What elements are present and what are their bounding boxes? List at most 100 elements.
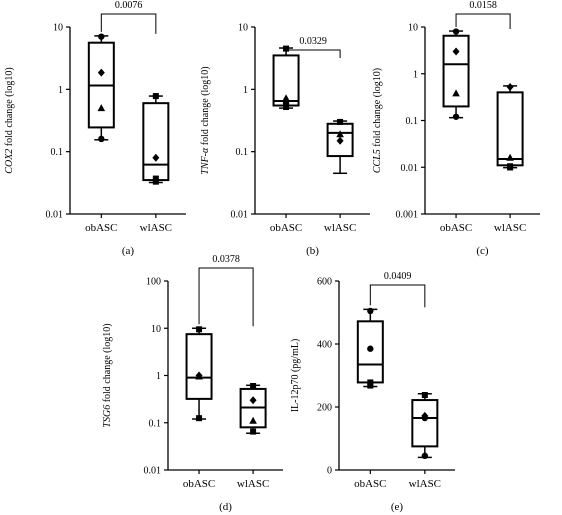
y-axis-label-text: IL-12p70 (pg/mL) <box>290 339 301 413</box>
data-point-square <box>152 178 159 185</box>
x-category-label: obASC <box>183 478 215 490</box>
y-axis-label: CCL5 fold change (log10) <box>372 68 383 173</box>
box-iqr <box>185 333 213 400</box>
y-tick-label: 0.001 <box>396 210 419 221</box>
y-axis-label-gene: TSG6 <box>102 405 113 428</box>
data-point-triangle <box>282 94 290 102</box>
y-axis-label-gene: COX2 <box>4 149 15 174</box>
y-tick-label: 200 <box>317 403 332 414</box>
x-category-label: obASC <box>85 222 117 234</box>
y-axis-label: COX2 fold change (log10) <box>4 67 15 173</box>
panel-e: 0 200 400 600 obASC wlASC IL-12p70 (pg/mL) 0.04… <box>290 271 455 513</box>
box-obASC <box>87 33 115 143</box>
y-tick-label: 0 <box>327 466 332 477</box>
panel-c: 0.001 0.01 0.1 1 10 obASC wlASC CCL5 fold chang… <box>372 0 540 257</box>
data-point-circle <box>367 345 374 352</box>
data-point-square <box>283 45 290 52</box>
y-tick-label: 400 <box>317 340 332 351</box>
box-wlASC <box>496 83 524 171</box>
data-point-diamond <box>452 47 460 56</box>
y-axis-label-gene: TNF-α <box>200 147 211 175</box>
y-tick-label: 100 <box>146 277 161 288</box>
x-category-label: obASC <box>354 478 386 490</box>
x-category-label: wlASC <box>237 478 269 490</box>
y-tick-label: 0.01 <box>144 466 162 477</box>
box-wlASC <box>142 93 170 185</box>
panel-letter: (e) <box>391 501 404 513</box>
y-tick-label: 10 <box>53 23 63 34</box>
y-tick-label: 0.1 <box>406 116 419 127</box>
data-point-diamond <box>249 396 257 405</box>
y-tick-label: 10 <box>238 23 248 34</box>
data-point-circle <box>452 113 460 120</box>
bracket-line <box>369 284 426 308</box>
data-point-square <box>152 175 159 182</box>
data-point-circle <box>98 33 105 40</box>
p-value-label: 0.0329 <box>299 36 327 47</box>
box-obASC <box>442 28 470 120</box>
data-point-triangle <box>452 89 460 97</box>
x-category-label: wlASC <box>494 222 526 234</box>
panel-d: 0.01 0.1 1 10 100 obASC wlASC TSG6 fold change … <box>102 254 283 513</box>
box-wlASC <box>326 118 354 175</box>
data-point-diamond <box>336 136 344 145</box>
data-point-circle <box>421 414 429 422</box>
y-tick-label: 600 <box>317 277 332 288</box>
p-value-label: 0.0409 <box>384 271 412 282</box>
panel-letter: (d) <box>219 501 232 513</box>
significance-bracket: 0.0076 <box>100 0 157 34</box>
y-tick-label: 0.1 <box>236 147 249 158</box>
panel-letter: (c) <box>476 245 489 257</box>
box-obASC <box>356 307 384 389</box>
data-point-square <box>367 379 374 386</box>
data-point-square <box>507 164 514 171</box>
data-point-circle <box>421 452 429 460</box>
panel-letter: (b) <box>306 245 319 257</box>
data-point-square <box>250 428 257 435</box>
y-tick-label: 0.1 <box>51 147 64 158</box>
data-point-square <box>250 382 257 389</box>
y-tick-label: 10 <box>151 324 161 335</box>
y-tick-label: 0.01 <box>231 210 249 221</box>
y-axis-label-text: fold change (log10) <box>200 66 211 147</box>
data-point-circle <box>452 28 460 35</box>
y-axis-label-gene: CCL5 <box>372 149 383 173</box>
box-obASC <box>185 326 213 422</box>
significance-bracket: 0.0378 <box>198 254 254 327</box>
x-category-label: wlASC <box>324 222 356 234</box>
y-axis-label-text: fold change (log10) <box>372 68 383 149</box>
x-category-label: obASC <box>270 222 302 234</box>
y-tick-label: 1 <box>58 85 63 96</box>
data-point-diamond <box>152 153 160 162</box>
p-value-label: 0.0076 <box>115 0 143 11</box>
panel-letter: (a) <box>122 245 135 257</box>
x-category-label: wlASC <box>140 222 172 234</box>
x-category-label: wlASC <box>409 478 441 490</box>
y-tick-label: 0.1 <box>149 418 162 429</box>
data-point-diamond <box>97 68 105 77</box>
data-point-triangle <box>97 104 106 112</box>
y-tick-label: 0.01 <box>401 163 419 174</box>
significance-bracket: 0.0329 <box>285 36 341 58</box>
bracket-line <box>100 13 157 34</box>
data-point-square <box>283 104 290 111</box>
data-point-circle <box>98 135 105 143</box>
data-point-triangle <box>249 416 257 424</box>
x-category-label: obASC <box>440 222 472 234</box>
y-axis-label-text: fold change (log10) <box>4 67 15 148</box>
panel-a: 0.01 0.1 1 10 obASC wlASC COX2 fold change (lo… <box>4 0 186 257</box>
data-point-square <box>196 326 203 333</box>
y-axis-label: IL-12p70 (pg/mL) <box>290 339 301 413</box>
data-point-square <box>421 392 428 399</box>
y-tick-label: 0.01 <box>46 210 64 221</box>
y-axis-label: TSG6 fold change (log10) <box>102 323 113 427</box>
data-point-square <box>367 382 374 389</box>
y-tick-label: 1 <box>156 371 161 382</box>
p-value-label: 0.0158 <box>469 0 497 11</box>
bracket-line <box>198 267 254 327</box>
data-point-square <box>152 93 159 100</box>
y-tick-label: 1 <box>413 69 418 80</box>
data-point-triangle <box>195 372 203 380</box>
data-point-square <box>337 118 344 125</box>
